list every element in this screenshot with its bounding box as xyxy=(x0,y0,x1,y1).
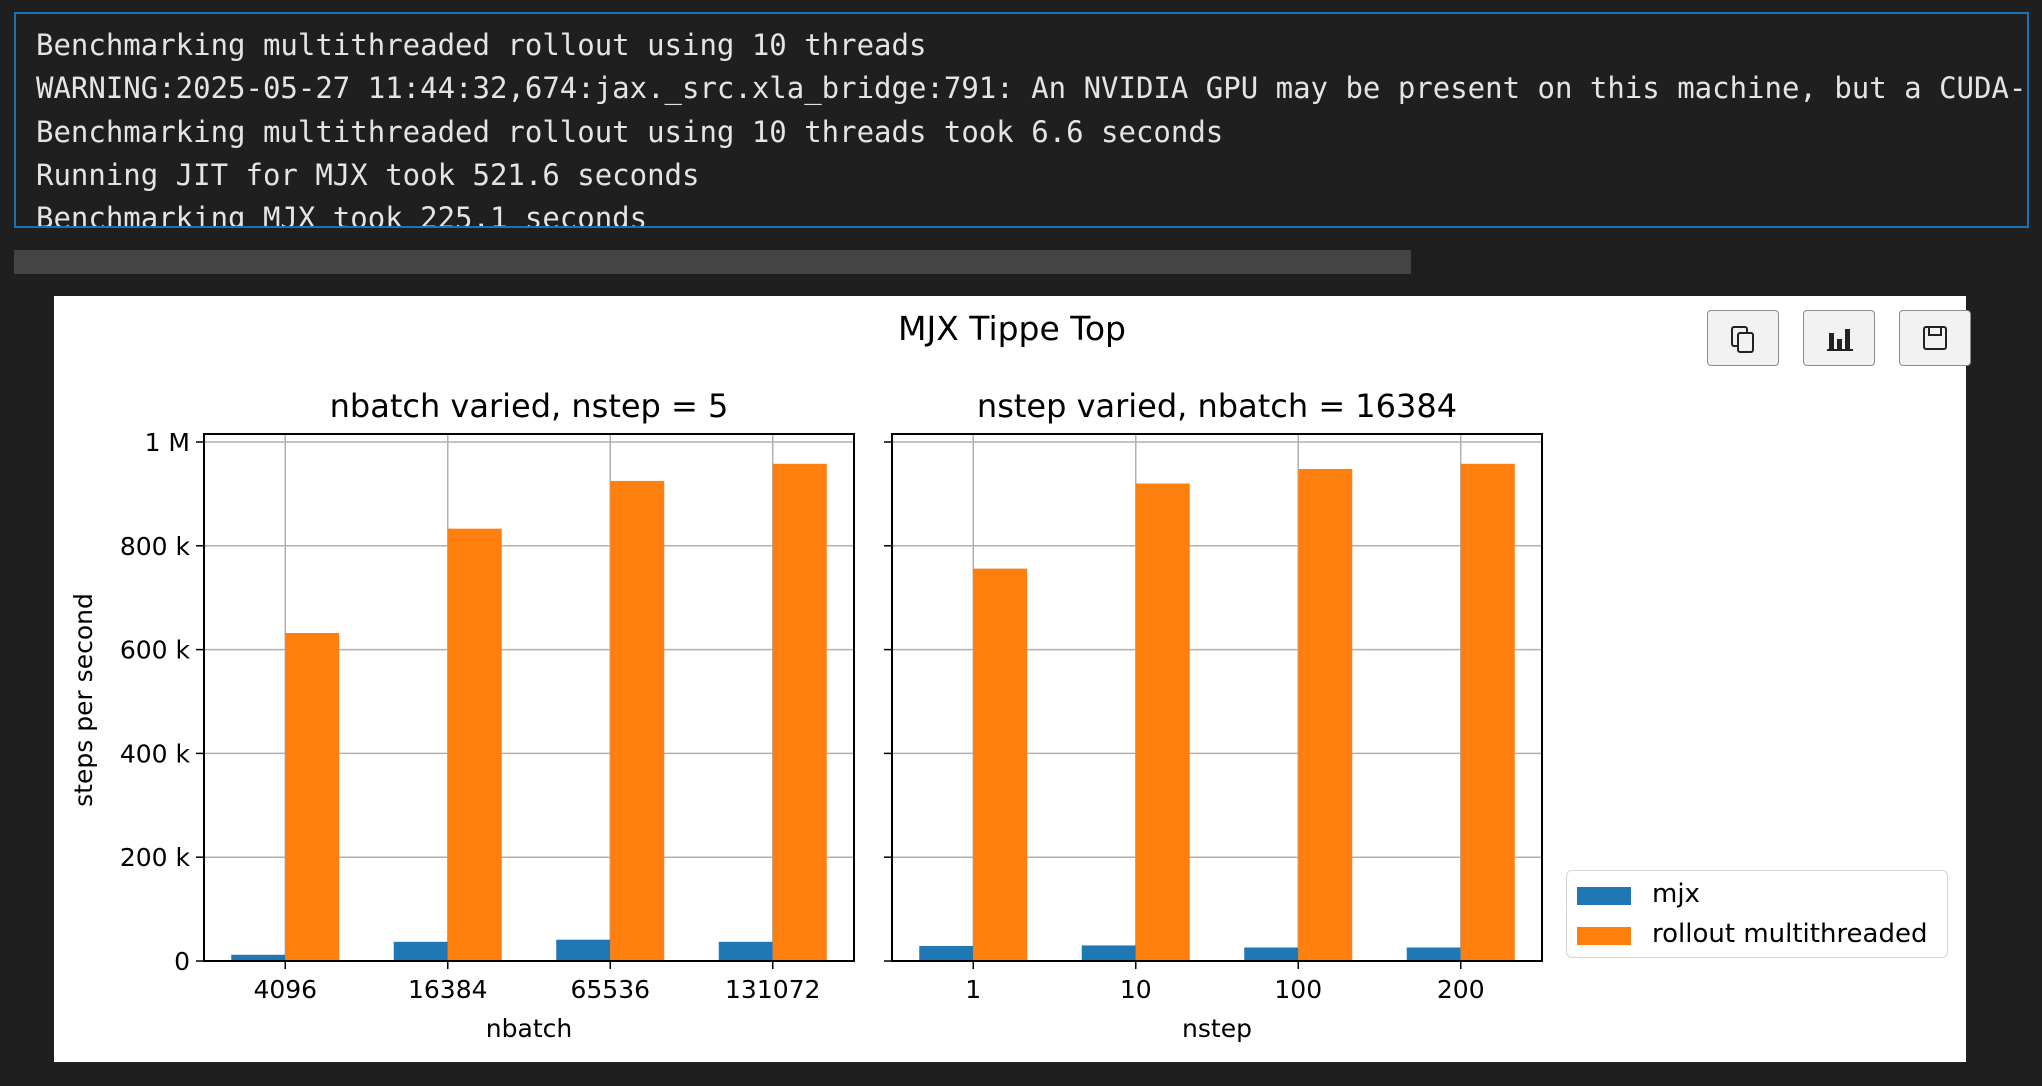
output-console: Benchmarking multithreaded rollout using… xyxy=(14,12,2029,228)
console-line: Benchmarking multithreaded rollout using… xyxy=(36,114,1224,149)
legend-label: mjx xyxy=(1652,879,1700,909)
console-line: Benchmarking multithreaded rollout using… xyxy=(36,28,927,62)
bar-rollout xyxy=(447,528,502,961)
x-axis-label: nstep xyxy=(1182,1014,1252,1043)
save-button[interactable] xyxy=(1899,310,1971,366)
x-tick-label: 131072 xyxy=(725,975,820,1004)
bar-mjx xyxy=(1244,947,1299,961)
bar-mjx xyxy=(1081,945,1136,961)
x-tick-label: 16384 xyxy=(408,975,488,1004)
console-line: Running JIT for MJX took 521.6 seconds xyxy=(36,157,700,192)
bar-rollout xyxy=(1460,463,1515,961)
horizontal-scrollbar[interactable] xyxy=(14,250,1411,274)
bar-rollout xyxy=(285,632,340,961)
bar-rollout xyxy=(610,480,665,961)
bar-rollout xyxy=(772,463,827,961)
y-tick-label: 200 k xyxy=(120,843,191,872)
y-axis-label: steps per second xyxy=(69,593,98,807)
plot-frame xyxy=(891,433,1543,962)
bar-chart-icon xyxy=(1827,329,1853,351)
panel-title: nstep varied, nbatch = 16384 xyxy=(977,387,1457,425)
console-line: Benchmarking MJX took 225.1 seconds xyxy=(36,201,648,228)
legend-swatch-rollout xyxy=(1577,927,1631,945)
x-tick-label: 65536 xyxy=(570,975,650,1004)
bar-rollout xyxy=(1298,468,1353,961)
y-tick-label: 1 M xyxy=(145,428,190,457)
chart-legend: mjx rollout multithreaded xyxy=(1566,870,1948,958)
x-tick-label: 1 xyxy=(965,975,981,1004)
chart-figure: MJX Tippe Top steps per second 0 200 k 400 k… xyxy=(54,296,1971,1062)
x-axis-label: nbatch xyxy=(486,1014,572,1043)
console-line: WARNING:2025-05-27 11:44:32,674:jax._src… xyxy=(36,71,2029,106)
legend-label: rollout multithreaded xyxy=(1652,919,1928,949)
console-lines: Benchmarking multithreaded rollout using… xyxy=(36,24,2029,228)
save-icon xyxy=(1923,326,1947,350)
plot-frame xyxy=(203,433,855,962)
bar-rollout xyxy=(973,568,1028,961)
bar-mjx xyxy=(1406,947,1461,961)
y-tick-label: 0 xyxy=(174,947,190,976)
bar-mjx xyxy=(393,941,448,961)
y-tick-label: 800 k xyxy=(120,532,191,561)
bar-mjx xyxy=(556,939,611,961)
bar-rollout xyxy=(1135,483,1190,961)
x-tick-label: 4096 xyxy=(253,975,317,1004)
chart-suptitle: MJX Tippe Top xyxy=(898,309,1126,348)
x-tick-label: 200 xyxy=(1437,975,1485,1004)
x-tick-label: 100 xyxy=(1274,975,1322,1004)
y-tick-label: 400 k xyxy=(120,739,191,768)
bar-mjx xyxy=(919,945,974,961)
chart-canvas: MJX Tippe Top steps per second 0 200 k 400 k… xyxy=(69,309,1543,1043)
panel-title: nbatch varied, nstep = 5 xyxy=(330,387,729,425)
x-tick-label: 10 xyxy=(1120,975,1152,1004)
chart-view-button[interactable] xyxy=(1803,310,1875,366)
legend-swatch-mjx xyxy=(1577,887,1631,905)
bar-mjx xyxy=(231,954,286,961)
copy-icon xyxy=(1731,326,1754,353)
y-tick-label: 600 k xyxy=(120,636,191,665)
bar-mjx xyxy=(718,941,773,961)
copy-button[interactable] xyxy=(1707,310,1779,366)
